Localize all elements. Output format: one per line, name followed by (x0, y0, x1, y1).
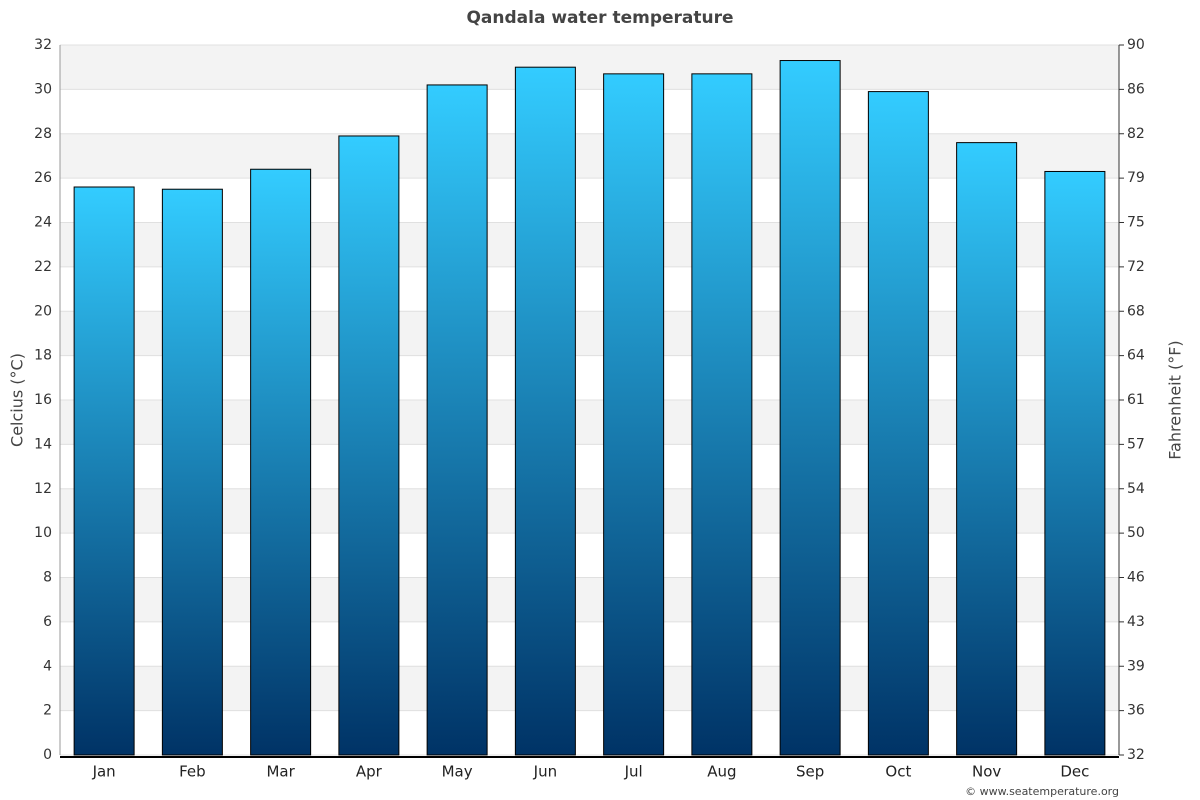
y-tick-label: 24 (34, 215, 52, 231)
footer: © www.seatemperature.org (965, 785, 1119, 798)
grid-band (60, 666, 1119, 711)
x-tick-label: Jan (92, 763, 116, 781)
grid-band (60, 311, 1119, 356)
y-tick-label: 6 (43, 614, 52, 630)
x-tick-label: Apr (356, 763, 383, 781)
x-tick-label: Mar (266, 763, 295, 781)
y2-tick-label: 43 (1127, 614, 1145, 630)
bar (956, 142, 1018, 756)
y-tick-label: 16 (34, 392, 52, 408)
x-tick-label: Feb (179, 763, 206, 781)
y-tick-label: 10 (34, 525, 52, 541)
chart-title: Qandala water temperature (466, 8, 733, 28)
y2-tick-label: 50 (1127, 525, 1145, 541)
bar (73, 186, 135, 756)
grid-band (60, 488, 1119, 534)
y2-tick-label: 90 (1127, 37, 1145, 53)
grid-band (60, 577, 1119, 622)
grid-band (60, 133, 1119, 179)
bar (338, 135, 400, 756)
y-tick-label: 28 (34, 126, 52, 142)
y2-tick-label: 39 (1127, 658, 1145, 674)
y-tick-label: 32 (34, 37, 52, 53)
y-tick-label: 4 (43, 658, 52, 674)
y-tick-label: 18 (34, 348, 52, 364)
x-tick-label: Oct (885, 763, 911, 781)
y-tick-label: 14 (34, 436, 52, 452)
x-tick-label: Sep (796, 763, 824, 781)
bar (867, 91, 929, 756)
y2-tick-label: 61 (1127, 392, 1145, 408)
y2-tick-label: 79 (1127, 170, 1145, 186)
y2-tick-label: 57 (1127, 436, 1145, 452)
bar (603, 73, 665, 756)
x-tick-label: Aug (707, 763, 736, 781)
bar (426, 84, 488, 756)
y-tick-label: 0 (43, 747, 52, 763)
y-axis-title: Celcius (°C) (8, 353, 27, 447)
y2-tick-label: 75 (1127, 215, 1145, 231)
y2-tick-label: 68 (1127, 303, 1145, 319)
y-tick-label: 26 (34, 170, 52, 186)
bar (250, 168, 312, 756)
y2-tick-label: 36 (1127, 703, 1145, 719)
y2-tick-label: 82 (1127, 126, 1145, 142)
y2-tick-label: 64 (1127, 348, 1145, 364)
grid-band (60, 222, 1119, 267)
bar (514, 66, 576, 756)
x-tick-label: Dec (1060, 763, 1089, 781)
y2-axis-title: Fahrenheit (°F) (1166, 340, 1185, 459)
x-tick-label: Jun (533, 763, 557, 781)
x-tick-label: May (442, 763, 473, 781)
x-tick-label: Nov (972, 763, 1001, 781)
y2-tick-label: 72 (1127, 259, 1145, 275)
bar (779, 60, 841, 756)
y-tick-label: 20 (34, 303, 52, 319)
y-tick-label: 2 (43, 703, 52, 719)
y2-tick-label: 46 (1127, 570, 1145, 586)
grid-band (60, 45, 1119, 90)
bar (691, 73, 753, 756)
x-tick-label: Jul (624, 763, 643, 781)
y2-tick-label: 54 (1127, 481, 1145, 497)
y2-tick-label: 86 (1127, 81, 1145, 97)
grid-band (60, 400, 1119, 445)
y-tick-label: 30 (34, 81, 52, 97)
y-tick-label: 12 (34, 481, 52, 497)
bar (161, 188, 223, 756)
bar (1044, 170, 1106, 756)
y-tick-label: 8 (43, 570, 52, 586)
y2-tick-label: 32 (1127, 747, 1145, 763)
y-tick-label: 22 (34, 259, 52, 275)
